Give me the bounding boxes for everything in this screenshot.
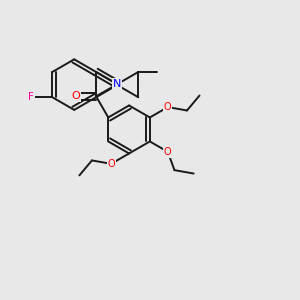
Text: O: O — [71, 92, 80, 101]
Text: N: N — [113, 79, 122, 89]
Text: O: O — [107, 159, 115, 169]
Text: O: O — [164, 102, 172, 112]
Text: O: O — [164, 147, 172, 157]
Text: F: F — [28, 92, 34, 102]
